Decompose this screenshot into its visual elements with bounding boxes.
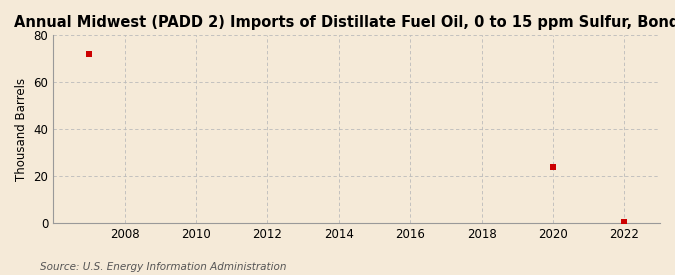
Point <box>547 164 558 169</box>
Point <box>619 219 630 224</box>
Y-axis label: Thousand Barrels: Thousand Barrels <box>15 78 28 181</box>
Point <box>84 52 95 56</box>
Title: Annual Midwest (PADD 2) Imports of Distillate Fuel Oil, 0 to 15 ppm Sulfur, Bond: Annual Midwest (PADD 2) Imports of Disti… <box>14 15 675 30</box>
Text: Source: U.S. Energy Information Administration: Source: U.S. Energy Information Administ… <box>40 262 287 272</box>
